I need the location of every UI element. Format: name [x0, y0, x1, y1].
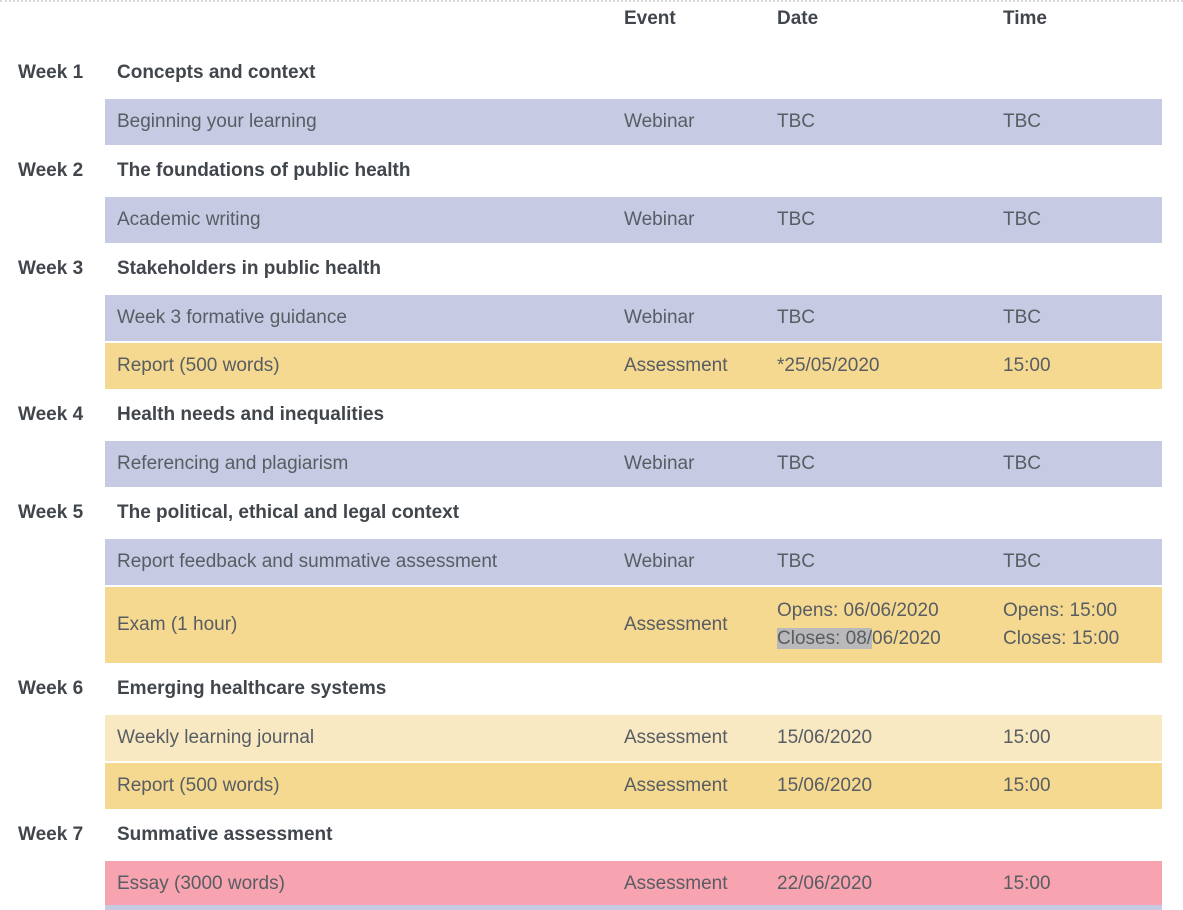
event-cell: Webinar: [624, 209, 695, 230]
activity-cell: Week 3 formative guidance: [117, 307, 347, 328]
week-heading: Week 1 Concepts and context: [18, 61, 1183, 84]
activity-cell: Report (500 words): [117, 775, 280, 796]
date-cell: TBC: [777, 307, 815, 328]
week-heading: Week 4 Health needs and inequalities: [18, 403, 1183, 426]
event-cell: Assessment: [624, 355, 728, 376]
activity-cell: Report (500 words): [117, 355, 280, 376]
week-label: Week 1: [18, 62, 84, 83]
date-cell: 15/06/2020: [777, 727, 873, 748]
event-cell: Webinar: [624, 453, 695, 474]
event-cell: Webinar: [624, 551, 695, 572]
table-row: Essay (3000 words) Assessment 22/06/2020…: [105, 861, 1162, 907]
time-cell: TBC: [1003, 453, 1041, 474]
event-cell: Assessment: [624, 775, 728, 796]
activity-cell: Essay (3000 words): [117, 873, 285, 894]
table-header-row: Event Date Time: [117, 2, 1162, 47]
week-heading: Week 6 Emerging healthcare systems: [18, 677, 1183, 700]
event-cell: Webinar: [624, 111, 695, 132]
event-cell: Assessment: [624, 614, 728, 635]
table-row: Report (500 words) Assessment *25/05/202…: [105, 343, 1162, 389]
table-row: Report feedback and summative assessment…: [105, 539, 1162, 585]
activity-cell: Academic writing: [117, 209, 261, 230]
date-cell: 22/06/2020: [777, 873, 873, 894]
week-label: Week 5: [18, 502, 84, 523]
week-title: The political, ethical and legal context: [117, 502, 460, 523]
time-cell: 15:00: [1003, 873, 1051, 894]
week-title: Stakeholders in public health: [117, 258, 381, 279]
week-heading: Week 2 The foundations of public health: [18, 159, 1183, 182]
date-cell: 15/06/2020: [777, 775, 873, 796]
week-label: Week 7: [18, 824, 84, 845]
week-title: Summative assessment: [117, 824, 333, 845]
time-cell: 15:00: [1003, 775, 1051, 796]
time-cell: TBC: [1003, 551, 1041, 572]
week-label: Week 4: [18, 404, 84, 425]
week-heading: Week 7 Summative assessment: [18, 823, 1183, 846]
week-title: Concepts and context: [117, 62, 316, 83]
week-title: The foundations of public health: [117, 160, 411, 181]
activity-cell: Referencing and plagiarism: [117, 453, 349, 474]
date-opens-line: Opens: 06/06/2020: [777, 600, 939, 621]
table-row: Referencing and plagiarism Webinar TBC T…: [105, 441, 1162, 487]
table-row: Academic writing Webinar TBC TBC: [105, 197, 1162, 243]
date-cell: TBC: [777, 111, 815, 132]
week-title: Health needs and inequalities: [117, 404, 385, 425]
date-column-header: Date: [777, 8, 819, 29]
week-heading: Week 5 The political, ethical and legal c…: [18, 501, 1183, 524]
date-cell: TBC: [777, 453, 815, 474]
time-cell: TBC: [1003, 209, 1041, 230]
activity-cell: Weekly learning journal: [117, 727, 315, 748]
time-cell: TBC: [1003, 111, 1041, 132]
table-row: Beginning your learning Webinar TBC TBC: [105, 99, 1162, 145]
date-closes-rest: 06/2020: [872, 628, 941, 649]
week-title: Emerging healthcare systems: [117, 678, 387, 699]
date-cell: TBC: [777, 551, 815, 572]
week-label: Week 3: [18, 258, 84, 279]
activity-cell: Exam (1 hour): [117, 614, 238, 635]
time-cell: 15:00: [1003, 727, 1051, 748]
time-opens-line: Opens: 15:00: [1003, 600, 1118, 621]
activity-cell: Report feedback and summative assessment: [117, 551, 498, 572]
event-cell: Webinar: [624, 307, 695, 328]
table-row: Exam (1 hour) Assessment Opens: 06/06/20…: [105, 587, 1162, 663]
event-cell: Assessment: [624, 873, 728, 894]
time-cell: Opens: 15:00 Closes: 15:00: [1003, 597, 1162, 653]
week-heading: Week 3 Stakeholders in public health: [18, 257, 1183, 280]
event-cell: Assessment: [624, 727, 728, 748]
table-row: Report (500 words) Assessment 15/06/2020…: [105, 763, 1162, 809]
activity-cell: Beginning your learning: [117, 111, 317, 132]
time-cell: 15:00: [1003, 355, 1051, 376]
time-column-header: Time: [1003, 8, 1048, 29]
selected-text: Closes: 08/: [777, 628, 873, 649]
table-row: Week 3 formative guidance Webinar TBC TB…: [105, 295, 1162, 341]
date-closes-line: Closes: 08/06/2020: [777, 625, 1003, 653]
week-label: Week 2: [18, 160, 84, 181]
event-column-header: Event: [624, 8, 676, 29]
partial-next-row: [105, 905, 1162, 910]
date-cell: Opens: 06/06/2020 Closes: 08/06/2020: [777, 597, 1003, 653]
week-label: Week 6: [18, 678, 84, 699]
table-row: Weekly learning journal Assessment 15/06…: [105, 715, 1162, 761]
time-closes-line: Closes: 15:00: [1003, 628, 1120, 649]
time-cell: TBC: [1003, 307, 1041, 328]
date-cell: *25/05/2020: [777, 355, 880, 376]
date-cell: TBC: [777, 209, 815, 230]
